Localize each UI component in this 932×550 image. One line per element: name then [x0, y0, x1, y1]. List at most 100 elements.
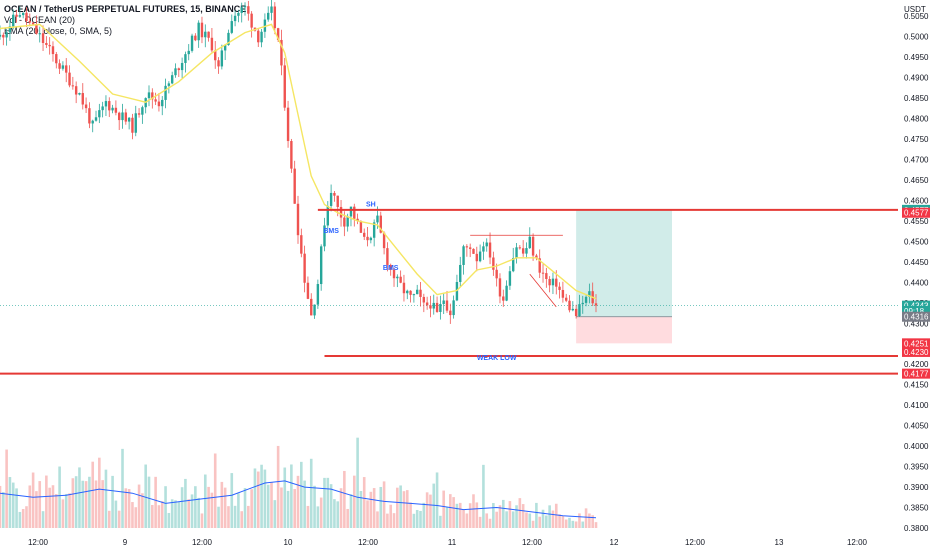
volume-bar	[273, 500, 277, 528]
chart-annotation: BMS	[383, 265, 399, 272]
candle-body	[376, 215, 379, 223]
candle-body	[137, 113, 141, 115]
volume-bar	[157, 505, 161, 528]
price-tag-label: 0.4251	[904, 339, 929, 348]
volume-bar	[210, 492, 214, 528]
candle-body	[545, 273, 548, 280]
candle-body	[31, 22, 35, 25]
price-tag-box	[902, 311, 930, 322]
candle-body	[147, 92, 151, 99]
candle-body	[313, 304, 316, 316]
candle-body	[535, 255, 538, 259]
candle-body	[571, 308, 575, 311]
x-tick-label: 12:00	[522, 538, 543, 547]
volume-bar	[352, 475, 356, 528]
candle-body	[197, 22, 200, 41]
candle-body	[35, 24, 38, 34]
candle-body	[475, 253, 478, 262]
candle-body	[276, 28, 280, 40]
candle-body	[541, 272, 545, 274]
volume-bar	[478, 516, 482, 528]
volume-bar	[306, 505, 310, 528]
candle-body	[366, 236, 369, 241]
volume-bar	[382, 481, 386, 528]
volume-bar	[260, 464, 263, 528]
volume-bar	[147, 476, 151, 528]
candle-body	[180, 62, 184, 71]
volume-bar	[316, 506, 320, 528]
volume-bar	[280, 487, 283, 528]
volume-bar	[458, 502, 462, 528]
candle-body	[257, 30, 260, 43]
price-tag-box	[902, 346, 930, 357]
candle-body	[184, 54, 187, 63]
candle-body	[389, 264, 392, 270]
volume-bar	[409, 502, 412, 528]
volume-bar	[41, 511, 45, 528]
volume-bar	[290, 464, 293, 528]
volume-bar	[25, 506, 28, 528]
volume-bar	[296, 475, 300, 528]
candle-body	[521, 248, 525, 254]
y-tick-label: 0.4300	[904, 319, 929, 328]
candle-body	[8, 26, 12, 33]
candle-body	[508, 271, 512, 286]
candle-body	[217, 60, 220, 67]
volume-bar	[107, 510, 111, 528]
x-tick-label: 9	[123, 538, 128, 547]
x-tick-label: 12:00	[358, 538, 379, 547]
candle-body	[81, 93, 84, 105]
candle-body	[260, 31, 263, 43]
volume-bar	[98, 457, 101, 528]
candle-body	[220, 50, 224, 67]
candle-body	[250, 13, 253, 28]
x-tick-label: 10	[284, 538, 293, 547]
candle-body	[21, 12, 25, 16]
candle-body	[379, 215, 382, 233]
candle-body	[326, 205, 329, 226]
price-tag-box	[902, 338, 930, 349]
volume-bar	[432, 483, 436, 528]
candle-body	[502, 296, 505, 301]
volume-bar	[223, 487, 227, 528]
candle-body	[399, 276, 402, 283]
volume-bar	[319, 497, 323, 528]
candle-body	[498, 278, 502, 297]
volume-bar	[144, 464, 147, 528]
candle-body	[177, 68, 180, 71]
volume-bar	[568, 517, 571, 528]
volume-bar	[591, 515, 594, 528]
volume-bar	[366, 500, 369, 528]
volume-bar	[8, 477, 12, 528]
volume-bar	[372, 488, 376, 528]
volume-bar	[18, 511, 22, 528]
candle-body	[449, 310, 452, 316]
candle-body	[531, 236, 535, 256]
candle-body	[402, 282, 406, 294]
candle-body	[114, 107, 118, 113]
candle-body	[409, 290, 412, 295]
volume-bar	[81, 480, 85, 528]
volume-bar	[452, 497, 455, 528]
y-tick-label: 0.3950	[904, 463, 929, 472]
candle-body	[101, 106, 104, 111]
volume-bar	[0, 485, 2, 528]
candle-body	[495, 269, 498, 279]
candle-body	[68, 72, 71, 86]
volume-bar	[554, 503, 558, 528]
volume-bar	[127, 489, 131, 528]
volume-bar	[594, 522, 598, 528]
price-tag-box	[902, 305, 930, 316]
volume-bar	[462, 510, 465, 528]
volume-bar	[449, 494, 452, 528]
candle-body	[131, 117, 134, 133]
volume-bar	[203, 474, 207, 528]
volume-bar	[535, 502, 538, 528]
volume-bar	[515, 505, 518, 528]
volume-bar	[74, 476, 78, 528]
candle-body	[286, 107, 290, 142]
y-tick-label: 0.4700	[904, 155, 929, 164]
candle-body	[190, 35, 194, 51]
y-tick-label: 0.4200	[904, 360, 929, 369]
